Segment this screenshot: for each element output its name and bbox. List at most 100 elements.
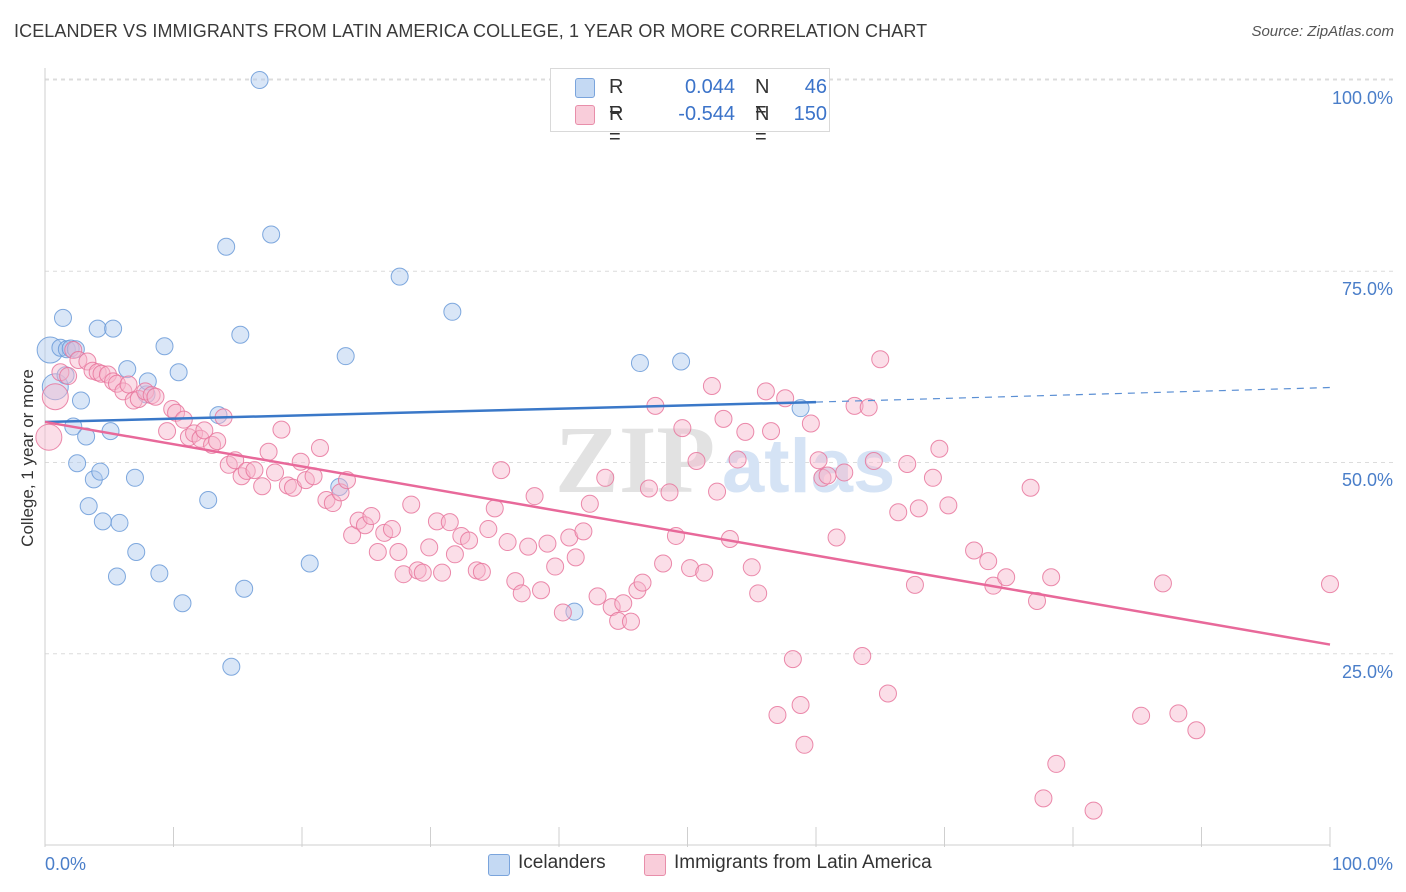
- latin-america-point: [845, 396, 864, 415]
- latin-america-point: [219, 455, 238, 474]
- icelander-point: [150, 564, 169, 583]
- latin-america-point: [859, 398, 878, 417]
- latin-america-point: [1084, 801, 1103, 820]
- y-tick-label: 25.0%: [1342, 662, 1393, 682]
- icelander-point: [235, 579, 254, 598]
- latin-america-point: [1042, 568, 1061, 587]
- latin-america-point: [208, 432, 227, 451]
- latin-america-point: [979, 552, 998, 571]
- latin-america-point: [1187, 721, 1206, 740]
- legend-r-value: 0.044: [684, 76, 735, 98]
- latin-america-point: [362, 507, 381, 526]
- icelander-point: [630, 354, 649, 373]
- icelander-point: [443, 302, 462, 321]
- latin-america-point: [1047, 754, 1066, 773]
- grid-lines: [45, 78, 1395, 655]
- latin-america-point: [660, 483, 679, 502]
- latin-america-point: [245, 461, 264, 480]
- latin-america-point: [654, 554, 673, 573]
- icelander-point: [68, 454, 87, 473]
- latin-america-points: [35, 341, 1339, 820]
- latin-america-point: [492, 461, 511, 480]
- legend-swatch-icelanders: [488, 854, 510, 876]
- icelander-point: [791, 399, 810, 418]
- latin-america-point: [930, 439, 949, 458]
- latin-america-point: [69, 350, 88, 369]
- latin-america-point: [420, 538, 439, 557]
- icelander-point: [336, 347, 355, 366]
- latin-america-point: [253, 477, 272, 496]
- icelander-point: [173, 594, 192, 613]
- icelander-point: [88, 319, 107, 338]
- latin-america-point: [266, 463, 285, 482]
- latin-america-point: [809, 451, 828, 470]
- icelander-point: [36, 336, 64, 364]
- legend-n-value: 46: [804, 76, 827, 98]
- latin-america-point: [574, 522, 593, 541]
- icelanders-trend-line: [44, 400, 817, 424]
- latin-america-point: [167, 403, 186, 422]
- latin-america-point: [791, 696, 810, 715]
- latin-america-point: [621, 612, 640, 631]
- latin-america-point: [525, 487, 544, 506]
- latin-america-point: [1321, 575, 1339, 594]
- latin-america-point: [323, 494, 342, 513]
- latin-america-point: [41, 383, 69, 411]
- latin-america-point: [997, 568, 1016, 587]
- icelander-point: [127, 543, 146, 562]
- latin-america-point: [923, 468, 942, 487]
- icelander-point: [107, 567, 126, 586]
- icelander-point: [125, 468, 144, 487]
- latin-america-trend-line: [44, 420, 1331, 646]
- latin-america-point: [681, 559, 700, 578]
- latin-america-point: [1169, 704, 1188, 723]
- x-tick-label-min: 0.0%: [45, 854, 86, 874]
- latin-america-point: [939, 496, 958, 515]
- latin-america-point: [195, 421, 214, 440]
- latin-america-point: [714, 409, 733, 428]
- latin-america-point: [35, 423, 63, 451]
- y-tick-label: 100.0%: [1332, 88, 1393, 108]
- latin-america-point: [512, 584, 531, 603]
- latin-america-point: [479, 520, 498, 539]
- latin-america-point: [736, 422, 755, 441]
- latin-america-point: [749, 584, 768, 603]
- latin-america-point: [783, 650, 802, 669]
- tick-labels: 25.0% 50.0% 75.0% 100.0% 0.0% 100.0%: [45, 88, 1393, 874]
- legend-r-label: R =: [609, 103, 624, 148]
- latin-america-point: [310, 438, 329, 457]
- latin-america-point: [695, 563, 714, 582]
- icelander-point: [199, 490, 218, 509]
- legend-n-value: 150: [793, 103, 827, 125]
- latin-america-point: [965, 541, 984, 560]
- legend-swatch-latin-america: [575, 105, 595, 125]
- icelander-point: [300, 554, 319, 573]
- latin-america-point: [1034, 789, 1053, 808]
- latin-america-point: [639, 479, 658, 498]
- icelander-point: [53, 308, 72, 327]
- icelander-point: [110, 513, 129, 532]
- icelander-point: [217, 237, 236, 256]
- icelander-point: [390, 267, 409, 286]
- latin-america-point: [566, 548, 585, 567]
- icelanders-trend-extension: [815, 386, 1331, 403]
- latin-america-point: [59, 367, 78, 386]
- icelander-point: [672, 352, 691, 371]
- icelander-point: [71, 391, 90, 410]
- legend-label-icelanders: Icelanders: [518, 852, 606, 873]
- legend-swatch-latin-america: [644, 854, 666, 876]
- latin-america-point: [871, 350, 890, 369]
- latin-america-point: [596, 468, 615, 487]
- latin-america-point: [413, 563, 432, 582]
- series-legend: Icelanders Immigrants from Latin America: [0, 851, 1406, 879]
- latin-america-point: [702, 377, 721, 395]
- correlation-legend: R = 0.044 N = 46 R = -0.544 N = 150: [550, 68, 830, 148]
- latin-america-point: [864, 451, 883, 470]
- latin-america-point: [609, 611, 628, 630]
- latin-america-point: [485, 499, 504, 518]
- latin-america-point: [801, 414, 820, 433]
- x-tick-label-max: 100.0%: [1332, 854, 1393, 874]
- latin-america-point: [1132, 706, 1151, 725]
- latin-america-point: [742, 558, 761, 577]
